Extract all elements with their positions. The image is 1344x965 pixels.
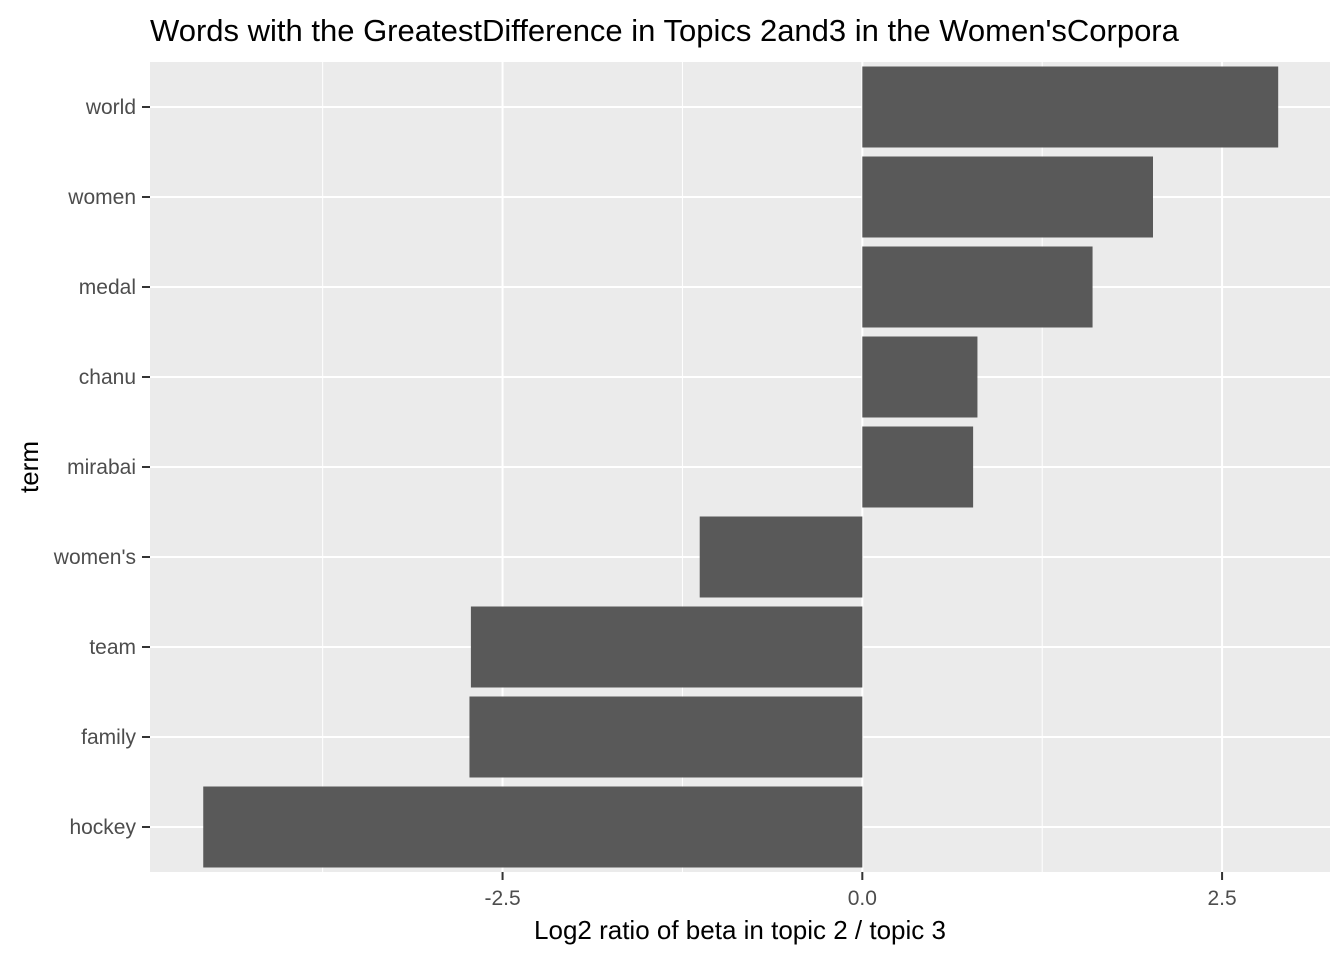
bar-mirabai	[862, 426, 974, 508]
y-axis-title: term	[14, 441, 44, 493]
y-axis: world women medal chanu mirabai women's team fa…	[53, 96, 150, 839]
y-tick-label: medal	[79, 276, 136, 299]
y-tick-label: mirabai	[67, 456, 136, 479]
bar-team	[470, 606, 863, 688]
bar-chanu	[862, 336, 978, 418]
bar-hockey	[203, 786, 863, 868]
x-tick-label: -2.5	[484, 887, 520, 910]
bar-medal	[862, 246, 1093, 328]
y-tick-label: women's	[53, 546, 136, 569]
bars	[203, 66, 1279, 868]
bar-world	[862, 66, 1279, 148]
y-tick-label: hockey	[69, 816, 136, 839]
x-axis-title: Log2 ratio of beta in topic 2 / topic 3	[534, 915, 946, 945]
chart-title: Words with the GreatestDifference in Top…	[150, 13, 1180, 48]
x-tick-label: 0.0	[848, 887, 877, 910]
y-tick-label: women	[67, 186, 136, 209]
y-tick-label: chanu	[79, 366, 136, 389]
bar-family	[469, 696, 863, 778]
x-axis: -2.5 0.0 2.5	[484, 872, 1237, 910]
bar-women	[862, 156, 1153, 238]
y-tick-label: family	[81, 726, 136, 749]
y-tick-label: team	[89, 636, 136, 659]
bar-women-s	[699, 516, 863, 598]
y-tick-label: world	[85, 96, 136, 119]
x-tick-label: 2.5	[1207, 887, 1236, 910]
